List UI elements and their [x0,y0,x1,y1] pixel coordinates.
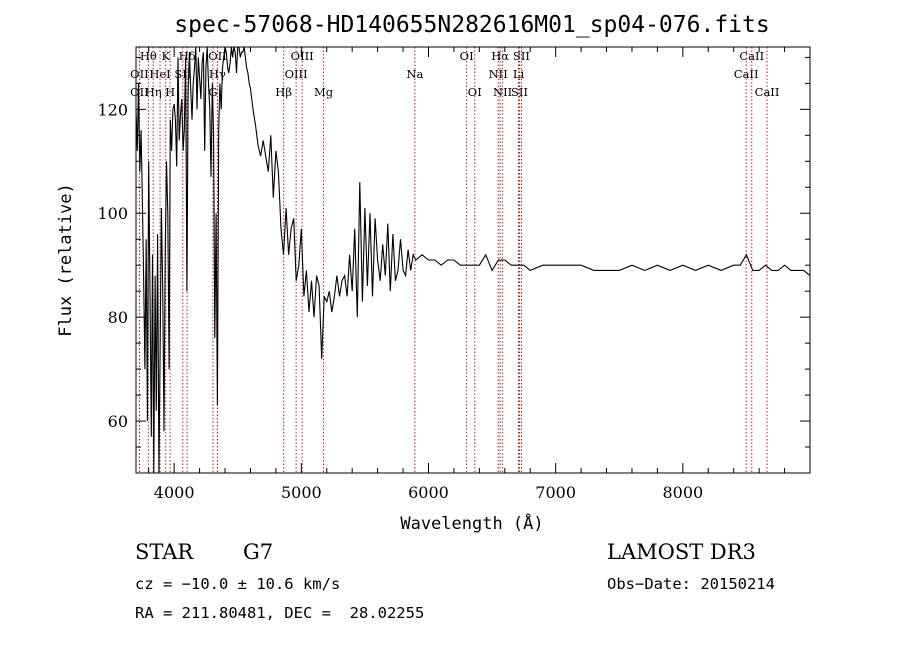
spectrum-line [135,46,811,474]
y-tick-label: 60 [108,412,128,431]
marker-label: CaII [739,49,764,63]
y-tick-label: 80 [108,308,128,327]
marker-label: CaII [755,85,780,99]
marker-label: OI [460,49,474,63]
marker-label: Hβ [275,85,292,99]
plot-frame [135,46,811,474]
x-tick-label: 8000 [662,483,703,502]
marker-label: OII [208,49,227,63]
marker-label: H [165,85,175,99]
marker-label: OII [130,67,149,81]
marker-label: OIII [291,49,314,63]
y-axis-label: Flux (relative) [56,183,76,337]
marker-label: SII [511,85,528,99]
marker-label: CaII [734,67,759,81]
x-tick-label: 7000 [535,483,576,502]
marker-label: Na [406,67,423,81]
marker-label: OI [468,85,482,99]
marker-label: OII [130,85,149,99]
x-tick-label: 5000 [281,483,322,502]
marker-label: NII [493,85,512,99]
object-subclass: G7 [243,540,274,564]
survey-name: LAMOST DR3 [607,540,756,564]
marker-label: SII [513,49,530,63]
marker-label: Li [513,67,525,81]
x-tick-label: 4000 [154,483,195,502]
object-type: STAR [135,540,194,564]
marker-label: Mg [314,85,334,99]
redshift-readout: cz = −10.0 ± 10.6 km/s [135,575,341,593]
coordinates-readout: RA = 211.80481, DEC = 28.02255 [135,604,425,622]
x-axis-label: Wavelength (Å) [400,512,543,534]
axis-ticks: 4000 5000 6000 7000 8000 60 80 100 120 [97,47,810,502]
marker-label: Hδ [179,49,196,63]
marker-label: OIII [285,67,308,81]
y-tick-label: 120 [97,100,128,119]
chart-title: spec-57068-HD140655N282616M01_sp04-076.f… [174,12,769,38]
marker-label: Hα [491,49,509,63]
marker-label: K [161,49,170,63]
marker-label: Hθ [140,49,157,63]
y-tick-label: 100 [97,204,128,223]
marker-label: Hγ [209,67,226,81]
marker-label: HeI [149,67,170,81]
x-tick-label: 6000 [408,483,449,502]
marker-label: Hη [145,85,162,99]
observation-date: Obs−Date: 20150214 [607,575,775,593]
marker-label: NII [489,67,508,81]
